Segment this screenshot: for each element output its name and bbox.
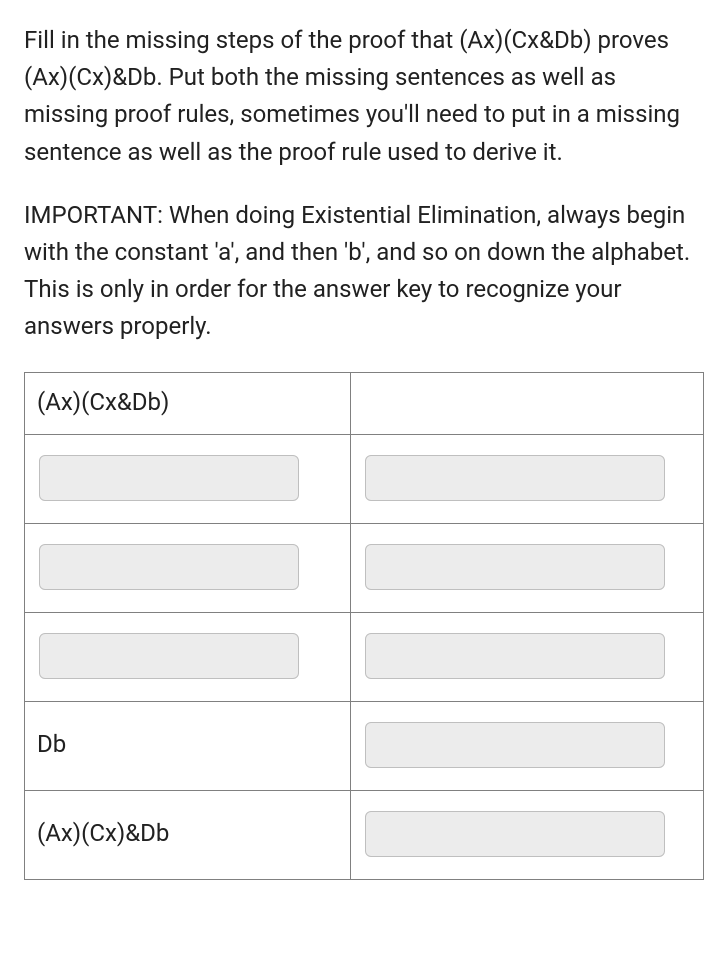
instructions-paragraph-2: IMPORTANT: When doing Existential Elimin…: [24, 197, 704, 346]
rule-input[interactable]: [365, 633, 665, 679]
sentence-text: (Ax)(Cx)&Db: [25, 804, 350, 865]
rule-cell: [350, 523, 703, 612]
table-row: (Ax)(Cx&Db): [25, 372, 704, 434]
rule-input[interactable]: [365, 455, 665, 501]
sentence-text: (Ax)(Cx&Db): [25, 373, 350, 434]
rule-cell: [350, 790, 703, 879]
instructions-paragraph-1: Fill in the missing steps of the proof t…: [24, 22, 704, 171]
rule-input[interactable]: [365, 544, 665, 590]
sentence-cell: Db: [25, 701, 351, 790]
table-row: Db: [25, 701, 704, 790]
sentence-cell: [25, 523, 351, 612]
sentence-cell: (Ax)(Cx)&Db: [25, 790, 351, 879]
rule-cell: [350, 372, 703, 434]
table-row: [25, 434, 704, 523]
rule-cell: [350, 612, 703, 701]
table-row: [25, 612, 704, 701]
sentence-input[interactable]: [39, 633, 299, 679]
proof-table: (Ax)(Cx&Db): [24, 372, 704, 880]
rule-cell: [350, 434, 703, 523]
sentence-cell: (Ax)(Cx&Db): [25, 372, 351, 434]
sentence-input[interactable]: [39, 455, 299, 501]
rule-cell: [350, 701, 703, 790]
sentence-text: Db: [25, 715, 350, 776]
rule-input[interactable]: [365, 811, 665, 857]
sentence-cell: [25, 434, 351, 523]
rule-input[interactable]: [365, 722, 665, 768]
sentence-cell: [25, 612, 351, 701]
table-row: [25, 523, 704, 612]
page: Fill in the missing steps of the proof t…: [0, 0, 728, 904]
sentence-input[interactable]: [39, 544, 299, 590]
table-row: (Ax)(Cx)&Db: [25, 790, 704, 879]
